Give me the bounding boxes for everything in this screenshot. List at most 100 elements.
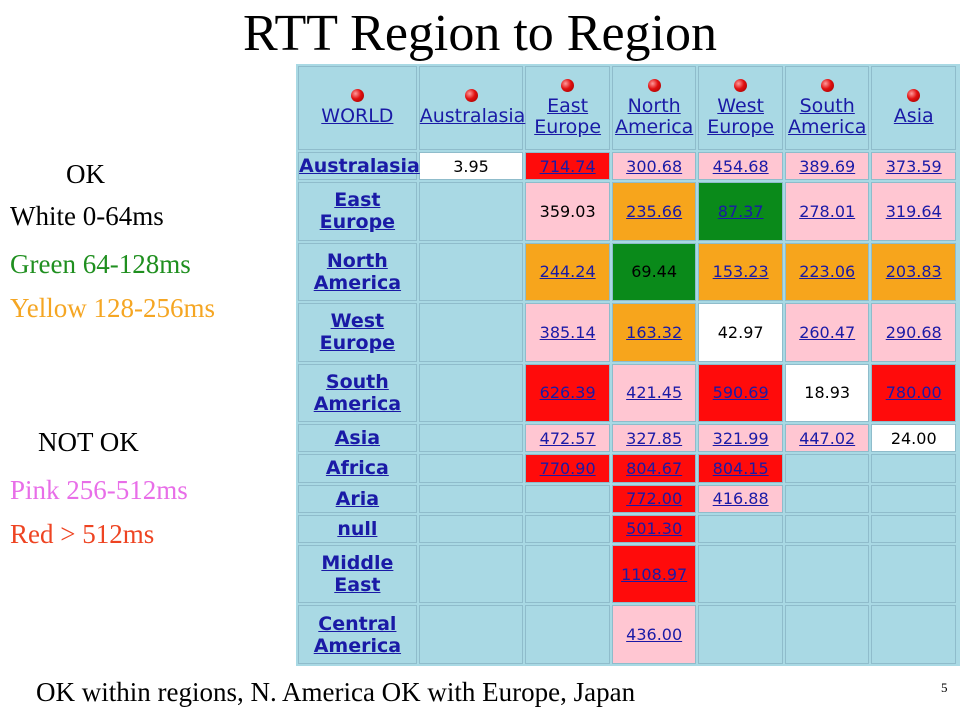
rtt-cell[interactable]: 421.45 — [611, 363, 697, 423]
rtt-cell[interactable]: 163.32 — [611, 303, 697, 362]
rtt-cell[interactable]: 223.06 — [784, 242, 870, 302]
row-header-asia[interactable]: Asia — [298, 424, 417, 453]
column-header-west-europe[interactable]: West Europe — [698, 66, 783, 150]
rtt-cell[interactable]: 804.67 — [611, 454, 697, 483]
table-row: East Europe 359.03 235.66 87.37 278.01 319.64 — [298, 182, 956, 241]
row-header-africa[interactable]: Africa — [298, 454, 417, 483]
red-dot-icon — [464, 89, 478, 102]
empty-cell — [525, 605, 610, 664]
rtt-cell[interactable]: 244.24 — [525, 242, 610, 302]
rtt-cell: 69.44 — [611, 242, 697, 302]
empty-cell — [418, 454, 524, 483]
rtt-cell[interactable]: 203.83 — [871, 242, 956, 302]
rtt-cell[interactable]: 772.00 — [611, 484, 697, 513]
column-header-australasia[interactable]: Australasia — [418, 66, 525, 150]
rtt-cell[interactable]: 321.99 — [698, 424, 783, 453]
empty-cell — [418, 484, 524, 513]
rtt-cell[interactable]: 416.88 — [698, 484, 783, 513]
rtt-cell[interactable]: 472.57 — [525, 424, 610, 453]
legend-ok-header: OK — [66, 159, 105, 189]
red-dot-icon — [561, 78, 575, 92]
column-header-asia[interactable]: Asia — [871, 66, 956, 150]
table-row: Aria 772.00 416.88 — [298, 484, 956, 513]
column-header-east-europe[interactable]: East Europe — [525, 66, 610, 150]
row-header-null[interactable]: null — [298, 514, 417, 543]
red-dot-icon — [647, 78, 661, 92]
empty-cell — [784, 544, 870, 604]
rtt-table-container: WORLD Australasia East Europe North America… — [296, 64, 960, 666]
rtt-cell: 18.93 — [784, 363, 870, 423]
table-row: North America 244.24 69.44 153.23 223.06 203.… — [298, 242, 956, 302]
empty-cell — [784, 484, 870, 513]
empty-cell — [698, 514, 783, 543]
row-header-east-europe[interactable]: East Europe — [298, 182, 417, 241]
rtt-cell[interactable]: 278.01 — [784, 182, 870, 241]
rtt-cell[interactable]: 590.69 — [698, 363, 783, 423]
table-row: West Europe 385.14 163.32 42.97 260.47 290.68 — [298, 303, 956, 362]
rtt-cell[interactable]: 327.85 — [611, 424, 697, 453]
row-header-central-america[interactable]: Central America — [298, 605, 417, 664]
rtt-cell[interactable]: 290.68 — [871, 303, 956, 362]
row-header-north-america[interactable]: North America — [298, 242, 417, 302]
rtt-cell[interactable]: 780.00 — [871, 363, 956, 423]
rtt-cell: 359.03 — [525, 182, 610, 241]
rtt-cell[interactable]: 373.59 — [871, 152, 956, 181]
column-header-label: North America — [614, 94, 694, 138]
row-header-middle-east[interactable]: Middle East — [298, 544, 417, 604]
column-header-label: Asia — [893, 105, 934, 127]
row-header-west-europe[interactable]: West Europe — [298, 303, 417, 362]
rtt-cell[interactable]: 87.37 — [698, 182, 783, 241]
column-header-south-america[interactable]: South America — [784, 66, 870, 150]
red-dot-icon — [350, 89, 364, 102]
column-header-label: West Europe — [707, 94, 775, 138]
rtt-cell[interactable]: 447.02 — [784, 424, 870, 453]
red-dot-icon — [734, 78, 748, 92]
rtt-cell[interactable]: 235.66 — [611, 182, 697, 241]
rtt-cell[interactable]: 319.64 — [871, 182, 956, 241]
rtt-cell[interactable]: 153.23 — [698, 242, 783, 302]
rtt-cell[interactable]: 389.69 — [784, 152, 870, 181]
empty-cell — [418, 182, 524, 241]
column-header-label: East Europe — [534, 94, 602, 138]
empty-cell — [784, 514, 870, 543]
empty-cell — [698, 605, 783, 664]
legend-item-red: Red > 512ms — [10, 519, 155, 549]
legend-notok-header: NOT OK — [38, 427, 139, 457]
table-row: null 501.30 — [298, 514, 956, 543]
rtt-cell[interactable]: 714.74 — [525, 152, 610, 181]
rtt-cell[interactable]: 626.39 — [525, 363, 610, 423]
rtt-cell[interactable]: 385.14 — [525, 303, 610, 362]
rtt-cell[interactable]: 501.30 — [611, 514, 697, 543]
empty-cell — [418, 544, 524, 604]
empty-cell — [418, 303, 524, 362]
empty-cell — [871, 484, 956, 513]
column-header-label: South America — [787, 94, 867, 138]
table-row: Central America 436.00 — [298, 605, 956, 664]
empty-cell — [871, 454, 956, 483]
empty-cell — [418, 242, 524, 302]
empty-cell — [525, 484, 610, 513]
legend-item-white: White 0-64ms — [10, 201, 164, 231]
slide-title: RTT Region to Region — [242, 5, 718, 62]
table-row: Africa 770.90 804.67 804.15 — [298, 454, 956, 483]
rtt-cell: 24.00 — [871, 424, 956, 453]
column-header-label: WORLD — [321, 105, 394, 127]
empty-cell — [698, 544, 783, 604]
column-header-world[interactable]: WORLD — [298, 66, 417, 150]
rtt-cell: 3.95 — [418, 152, 524, 181]
rtt-cell: 42.97 — [698, 303, 783, 362]
empty-cell — [784, 605, 870, 664]
row-header-australasia[interactable]: Australasia — [298, 152, 420, 181]
rtt-cell[interactable]: 300.68 — [611, 152, 697, 181]
rtt-cell[interactable]: 454.68 — [698, 152, 783, 181]
rtt-cell[interactable]: 436.00 — [611, 605, 697, 664]
rtt-cell[interactable]: 804.15 — [698, 454, 783, 483]
rtt-table: WORLD Australasia East Europe North America… — [296, 64, 958, 666]
rtt-cell[interactable]: 770.90 — [525, 454, 610, 483]
row-header-south-america[interactable]: South America — [298, 363, 417, 423]
column-header-north-america[interactable]: North America — [611, 66, 697, 150]
rtt-cell[interactable]: 260.47 — [784, 303, 870, 362]
rtt-cell[interactable]: 1108.97 — [611, 544, 697, 604]
legend-item-pink: Pink 256-512ms — [10, 475, 188, 505]
row-header-aria[interactable]: Aria — [298, 484, 417, 513]
